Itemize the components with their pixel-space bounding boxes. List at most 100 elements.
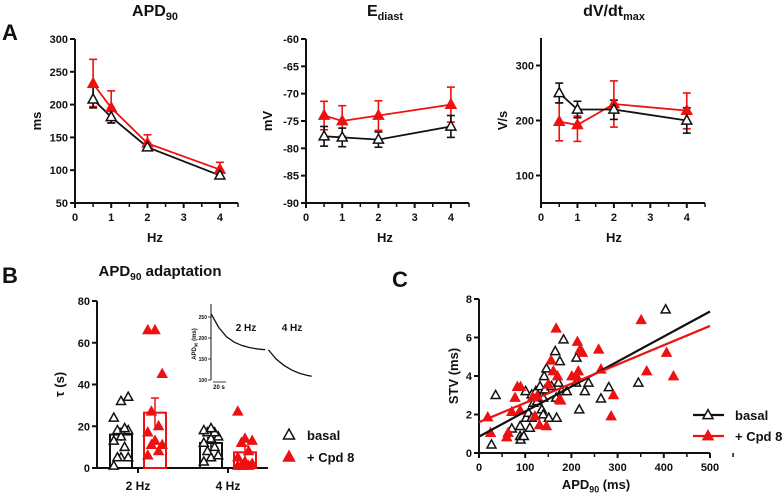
y-tick-label: 40 <box>78 380 90 392</box>
x-tick-label: 2 Hz <box>126 479 151 493</box>
data-point <box>537 408 549 419</box>
x-tick-label: 1 <box>108 212 114 224</box>
chart-ediast: -90 -85 -80 -75 -70 -65 -60 0 1 2 3 4 Ediast Hz mV <box>260 3 470 245</box>
y-tick-label: 8 <box>466 294 472 306</box>
data-point <box>680 113 694 125</box>
data-point <box>635 313 647 325</box>
x-tick-label: 3 <box>647 212 653 224</box>
y-tick-label: 100 <box>50 165 68 177</box>
x-axis-label: Hz <box>147 230 163 245</box>
x-tick-label: 2 <box>144 212 150 224</box>
data-point <box>108 459 120 470</box>
series-line <box>323 103 452 122</box>
y-tick-label: -65 <box>283 61 299 73</box>
series-line <box>92 83 221 171</box>
y-axis-label: ms <box>29 112 44 131</box>
x-axis-label: Hz <box>377 230 393 245</box>
data-point <box>640 364 653 376</box>
y-tick-label: -60 <box>283 34 299 46</box>
data-point <box>506 405 518 416</box>
data-point <box>607 102 621 114</box>
data-point <box>335 114 349 126</box>
inset-trace <box>210 313 266 351</box>
x-tick-label: 3 <box>412 212 418 224</box>
x-tick-label: 100 <box>516 462 534 474</box>
inset-y-tick-label: 250 <box>199 315 208 321</box>
data-point <box>335 130 349 142</box>
series-line <box>324 125 452 141</box>
data-point <box>542 411 555 422</box>
x-tick-label: 0 <box>538 212 544 224</box>
data-point <box>538 369 550 381</box>
y-tick-label: 6 <box>466 333 472 345</box>
y-tick-label: 4 <box>466 371 473 383</box>
x-tick-label: 0 <box>476 462 482 474</box>
data-point <box>524 421 536 432</box>
data-point <box>317 108 331 120</box>
x-tick-label: 300 <box>608 462 626 474</box>
y-tick-label: 20 <box>78 421 90 433</box>
data-point <box>235 436 248 447</box>
y-tick-label: 80 <box>78 296 90 308</box>
data-point <box>485 438 498 449</box>
data-point <box>667 369 680 381</box>
y-tick-label: -80 <box>283 143 299 155</box>
data-point <box>570 369 583 381</box>
data-point <box>572 364 585 376</box>
data-point <box>141 140 154 152</box>
y-tick-label: 50 <box>56 198 68 210</box>
data-point <box>573 403 586 414</box>
data-point <box>145 438 158 450</box>
data-point <box>518 429 530 441</box>
x-tick-label: 200 <box>562 462 580 474</box>
data-point <box>576 346 589 357</box>
chart-title: APD90 adaptation <box>98 263 221 283</box>
x-tick-label: 4 Hz <box>216 479 241 493</box>
data-point <box>118 421 131 433</box>
data-point <box>554 394 567 405</box>
series-line <box>559 103 687 126</box>
chart-title: APD90 <box>132 3 178 23</box>
y-tick-label: -85 <box>283 171 299 183</box>
data-point <box>552 376 565 387</box>
data-point <box>533 418 546 430</box>
inset-y-tick-label: 200 <box>199 336 208 342</box>
x-tick-label: 0 <box>72 212 78 224</box>
x-tick-label: 1 <box>574 212 580 224</box>
data-point <box>108 411 120 422</box>
data-point <box>142 449 154 460</box>
chart-title: Ediast <box>367 3 403 23</box>
x-tick-label: 400 <box>655 462 673 474</box>
x-tick-label: 2 <box>611 212 617 224</box>
data-point <box>660 346 673 357</box>
data-point <box>86 76 100 88</box>
chart-stv: 0 2 4 6 8 0 100 200 300 400 500 APD90 (ms) STV (ms) b… <box>446 294 782 494</box>
data-point <box>122 451 134 462</box>
chart-title: dV/dtmax <box>583 3 645 23</box>
x-tick-label: 4 <box>217 212 224 224</box>
data-point <box>547 364 560 376</box>
data-point <box>142 426 154 437</box>
x-axis-label: APD90 (ms) <box>562 477 630 494</box>
panel-label-a: A <box>2 20 18 45</box>
chart-apd90: 50 100 150 200 250 300 0 1 2 3 4 APD90 Hz ms <box>29 3 239 245</box>
data-point <box>571 117 584 130</box>
data-point <box>142 323 154 335</box>
inset-segment-label: 2 Hz <box>236 323 257 334</box>
y-tick-label: -75 <box>283 116 299 128</box>
legend-marker <box>701 408 715 420</box>
x-axis-label: Hz <box>606 230 622 245</box>
data-point <box>372 132 385 144</box>
y-axis-label: STV (ms) <box>446 348 461 404</box>
data-point <box>152 444 165 456</box>
legend-label: basal <box>735 408 768 423</box>
inset-segment-label: 4 Hz <box>282 323 303 334</box>
inset-scalebar-label: 20 s <box>213 385 225 391</box>
data-point <box>545 354 557 365</box>
data-point <box>550 322 562 333</box>
data-point <box>212 449 224 460</box>
data-point <box>550 411 563 422</box>
data-point <box>579 384 591 396</box>
data-point <box>540 419 553 431</box>
